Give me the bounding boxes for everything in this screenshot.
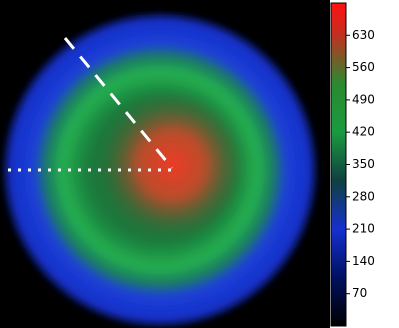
colorbar-tick-label: 350 (352, 157, 375, 171)
heatmap-image (0, 0, 330, 328)
colorbar-tick-label: 70 (352, 286, 367, 300)
colorbar-tick-label: 420 (352, 125, 375, 139)
colorbar-tick-label: 560 (352, 60, 375, 74)
dashed-line (63, 37, 174, 169)
colorbar (330, 2, 347, 327)
colorbar-tick-label: 140 (352, 254, 375, 268)
colorbar-tick-label: 630 (352, 28, 375, 42)
colorbar-tick-label: 490 (352, 92, 375, 106)
colorbar-tick-label: 210 (352, 222, 375, 236)
colorbar-tick-label: 280 (352, 189, 375, 203)
